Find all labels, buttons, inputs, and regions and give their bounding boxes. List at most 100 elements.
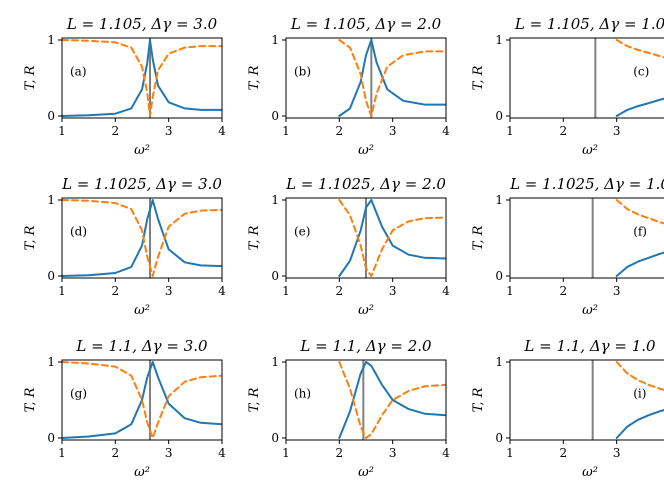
- y-axis-label: T, R: [23, 65, 38, 90]
- y-tick-label: 0: [271, 269, 279, 283]
- x-axis-label: ω²: [358, 143, 374, 158]
- plot-frame: [61, 197, 223, 279]
- x-tick-label: 2: [560, 124, 568, 138]
- panel-title: L = 1.1, Δγ = 3.0: [75, 337, 208, 355]
- x-tick-label: 4: [442, 284, 450, 298]
- x-tick-label: 1: [506, 124, 514, 138]
- x-tick-label: 1: [282, 446, 290, 460]
- series-T-line: [338, 39, 446, 117]
- series-R-line: [62, 361, 222, 439]
- y-tick-label: 1: [495, 355, 503, 369]
- x-tick-label: 3: [165, 124, 173, 138]
- x-tick-label: 4: [218, 124, 226, 138]
- plot-frame: [285, 359, 447, 441]
- x-axis-label: ω²: [358, 465, 374, 480]
- plot-frame: [61, 37, 223, 119]
- y-tick-label: 0: [495, 109, 503, 123]
- panel-title: L = 1.1, Δγ = 1.0: [523, 337, 656, 355]
- y-axis-label: T, R: [247, 65, 262, 90]
- panel-title: L = 1.1025, Δγ = 1.0: [509, 175, 664, 193]
- plot-frame: [61, 359, 223, 441]
- x-tick-label: 4: [442, 124, 450, 138]
- x-tick-label: 2: [336, 446, 344, 460]
- plot-frame: [509, 359, 664, 441]
- x-tick-label: 3: [613, 124, 621, 138]
- y-axis-label: T, R: [471, 387, 486, 412]
- x-tick-label: 3: [389, 446, 397, 460]
- series-T-line: [615, 97, 664, 117]
- panel-title: L = 1.105, Δγ = 2.0: [290, 15, 442, 33]
- x-axis-label: ω²: [582, 303, 598, 318]
- series-T-line: [615, 251, 664, 277]
- panel-tag: (e): [294, 225, 310, 239]
- series-R-line: [338, 199, 446, 277]
- x-tick-label: 1: [506, 284, 514, 298]
- x-tick-label: 1: [58, 284, 66, 298]
- plot-frame: [509, 37, 664, 119]
- x-tick-label: 4: [218, 446, 226, 460]
- series-R-line: [615, 39, 664, 59]
- plot-area: [591, 360, 664, 440]
- x-axis-label: ω²: [134, 143, 150, 158]
- y-tick-label: 1: [271, 33, 279, 47]
- panel-tag: (f): [633, 225, 647, 239]
- y-tick-label: 1: [495, 193, 503, 207]
- panel-tag: (b): [294, 65, 311, 79]
- plot-frame: [285, 197, 447, 279]
- plot-frame: [509, 197, 664, 279]
- series-R-line: [62, 199, 222, 277]
- plot-area: [338, 198, 446, 278]
- x-tick-label: 4: [218, 284, 226, 298]
- x-tick-label: 2: [560, 284, 568, 298]
- series-T-line: [338, 361, 446, 439]
- panel-title: L = 1.1025, Δγ = 3.0: [61, 175, 222, 193]
- panel-tag: (c): [633, 65, 649, 79]
- x-tick-label: 1: [506, 446, 514, 460]
- x-tick-label: 2: [112, 446, 120, 460]
- y-axis-label: T, R: [23, 225, 38, 250]
- y-tick-label: 0: [47, 431, 55, 445]
- x-tick-label: 1: [282, 124, 290, 138]
- series-T-line: [615, 409, 664, 439]
- x-tick-label: 1: [58, 446, 66, 460]
- y-axis-label: T, R: [247, 225, 262, 250]
- x-axis-label: ω²: [582, 465, 598, 480]
- y-tick-label: 0: [495, 269, 503, 283]
- x-tick-label: 4: [442, 446, 450, 460]
- series-R-line: [615, 361, 664, 391]
- panel-tag: (d): [70, 225, 87, 239]
- y-axis-label: T, R: [23, 387, 38, 412]
- x-tick-label: 2: [336, 284, 344, 298]
- plot-area: [62, 360, 222, 440]
- x-axis-label: ω²: [134, 465, 150, 480]
- y-axis-label: T, R: [471, 65, 486, 90]
- x-tick-label: 3: [389, 284, 397, 298]
- x-tick-label: 3: [165, 284, 173, 298]
- panel-tag: (a): [70, 65, 87, 79]
- panel-tag: (g): [70, 387, 87, 401]
- x-tick-label: 2: [112, 124, 120, 138]
- plot-area: [591, 198, 664, 278]
- panel-tag: (h): [294, 387, 311, 401]
- y-tick-label: 0: [271, 431, 279, 445]
- panel-title: L = 1.1025, Δγ = 2.0: [285, 175, 446, 193]
- x-axis-label: ω²: [582, 143, 598, 158]
- y-tick-label: 1: [271, 355, 279, 369]
- series-T-line: [62, 199, 222, 277]
- x-axis-label: ω²: [358, 303, 374, 318]
- series-T-line: [62, 39, 222, 117]
- y-tick-label: 0: [47, 269, 55, 283]
- panel-title: L = 1.105, Δγ = 1.0: [514, 15, 664, 33]
- x-tick-label: 3: [165, 446, 173, 460]
- y-tick-label: 0: [495, 431, 503, 445]
- plot-area: [594, 38, 664, 118]
- y-axis-label: T, R: [471, 225, 486, 250]
- x-tick-label: 2: [336, 124, 344, 138]
